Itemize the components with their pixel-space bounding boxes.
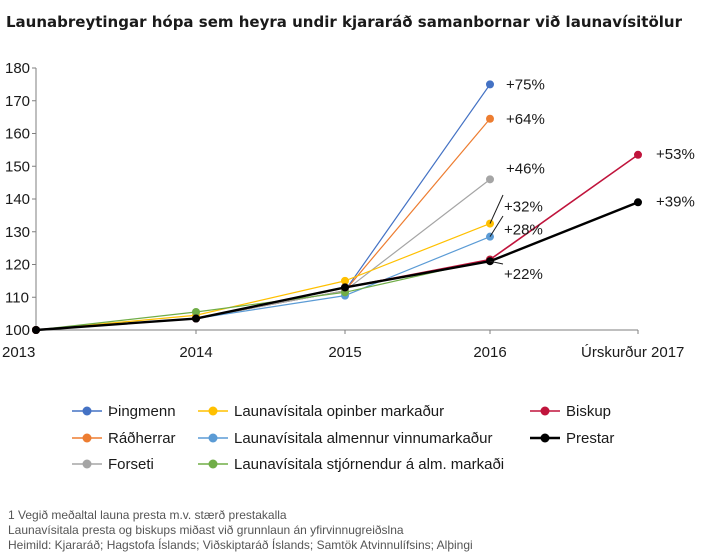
chart-title: Launabreytingar hópa sem heyra undir kja… [6, 13, 683, 31]
legend-swatch-marker [82, 406, 92, 416]
series-lines [32, 80, 642, 334]
series-line [35, 154, 639, 331]
legend-label: Launavísitala stjórnendur á alm. markaði [234, 456, 504, 473]
legend-label: Launavísitala opinber markaður [234, 403, 444, 420]
series-line [35, 178, 491, 331]
data-point [341, 283, 349, 292]
annotation-label: +75% [506, 76, 545, 93]
x-tick-label: 2014 [179, 344, 212, 361]
data-point [192, 314, 200, 323]
x-tick-label: 2015 [328, 344, 361, 361]
series-prestar [32, 198, 642, 334]
data-point [634, 198, 642, 207]
legend-label: Ráðherrar [108, 430, 176, 447]
data-point [32, 326, 40, 334]
annotation-connector [489, 260, 504, 265]
legend-swatch-marker [208, 406, 218, 416]
series-forseti [32, 175, 494, 334]
footnotes: 1 Vegið meðaltal launa presta m.v. stærð… [8, 508, 473, 552]
footnote-3: Heimild: Kjararáð; Hagstofa Íslands; Við… [8, 537, 473, 552]
legend-item-prestar: Prestar [530, 430, 614, 447]
y-tick-label: 170 [5, 93, 30, 110]
legend-swatch-marker [540, 406, 550, 416]
series-launavisitala-stjornendur-a-alm-marka-i [32, 255, 494, 334]
legend-item-biskup: Biskup [530, 403, 611, 420]
footnote-2: Launavísitala presta og biskups miðast v… [8, 523, 404, 537]
legend-item-launavisitala-stjornendur-a-alm-marka-i: Launavísitala stjórnendur á alm. markaði [198, 456, 504, 473]
series-line [35, 84, 491, 331]
annotation-label: +28% [504, 222, 543, 239]
legend-item-launavisitala-opinber-marka-ur: Launavísitala opinber markaður [198, 403, 444, 420]
data-point [634, 150, 642, 159]
annotation-label: +46% [506, 160, 545, 177]
legend-item-ra-herrar: Ráðherrar [72, 430, 176, 447]
data-point [486, 175, 494, 184]
annotation-label: +53% [656, 146, 695, 163]
series-launavisitala-almennur-vinnumarka-ur [32, 232, 494, 334]
annotation-label: +39% [656, 193, 695, 210]
legend-label: Biskup [566, 403, 611, 420]
series-line [35, 223, 491, 331]
legend-swatch-marker [82, 459, 92, 469]
legend-label: Launavísitala almennur vinnumarkaður [234, 430, 492, 447]
series-launavisitala-opinber-marka-ur [32, 219, 494, 334]
legend-item-ingmenn: Þingmenn [72, 403, 176, 420]
legend-label: Forseti [108, 456, 154, 473]
footnote-1: 1 Vegið meðaltal launa presta m.v. stærð… [8, 508, 287, 522]
legend-swatch-marker [208, 433, 218, 443]
legend-label: Prestar [566, 430, 614, 447]
data-point [192, 307, 200, 316]
annotation-label: +32% [504, 199, 543, 216]
legend-item-launavisitala-almennur-vinnumarka-ur: Launavísitala almennur vinnumarkaður [198, 430, 492, 447]
series-line [35, 201, 639, 332]
axes: 100 110 120 130 140 150 160 170 180 2013 2014 2015 2… [2, 60, 684, 361]
y-tick-label: 140 [5, 191, 30, 208]
legend: Þingmenn Launavísitala opinber markaður Bi… [72, 403, 614, 473]
legend-swatch-marker [540, 433, 550, 443]
annotations: +75% +64% +46% +32% +28% +22% +53% +39% [489, 76, 695, 283]
y-tick-label: 120 [5, 257, 30, 274]
annotation-connector [489, 215, 504, 237]
series-ra-herrar [32, 114, 494, 334]
y-tick-label: 180 [5, 60, 30, 77]
y-tick-label: 110 [5, 289, 29, 306]
annotation-label: +64% [506, 111, 545, 128]
data-point [486, 80, 494, 89]
annotation-connector [489, 194, 504, 224]
legend-swatch-marker [82, 433, 92, 443]
series-line [35, 118, 491, 331]
series-biskup [32, 150, 642, 334]
legend-item-forseti: Forseti [72, 456, 154, 473]
y-tick-label: 100 [5, 322, 30, 339]
y-tick-label: 160 [5, 126, 30, 143]
y-tick-label: 130 [5, 224, 30, 241]
y-tick-label: 150 [5, 158, 30, 175]
x-tick-label: 2013 [2, 344, 35, 361]
series-ingmenn [32, 80, 494, 334]
legend-label: Þingmenn [108, 403, 176, 420]
x-tick-label: 2016 [473, 344, 506, 361]
series-line [35, 259, 491, 331]
data-point [341, 276, 349, 285]
legend-swatch-marker [208, 459, 218, 469]
data-point [486, 114, 494, 123]
x-tick-label: Úrskurður 2017 [581, 344, 684, 361]
annotation-label: +22% [504, 266, 543, 283]
